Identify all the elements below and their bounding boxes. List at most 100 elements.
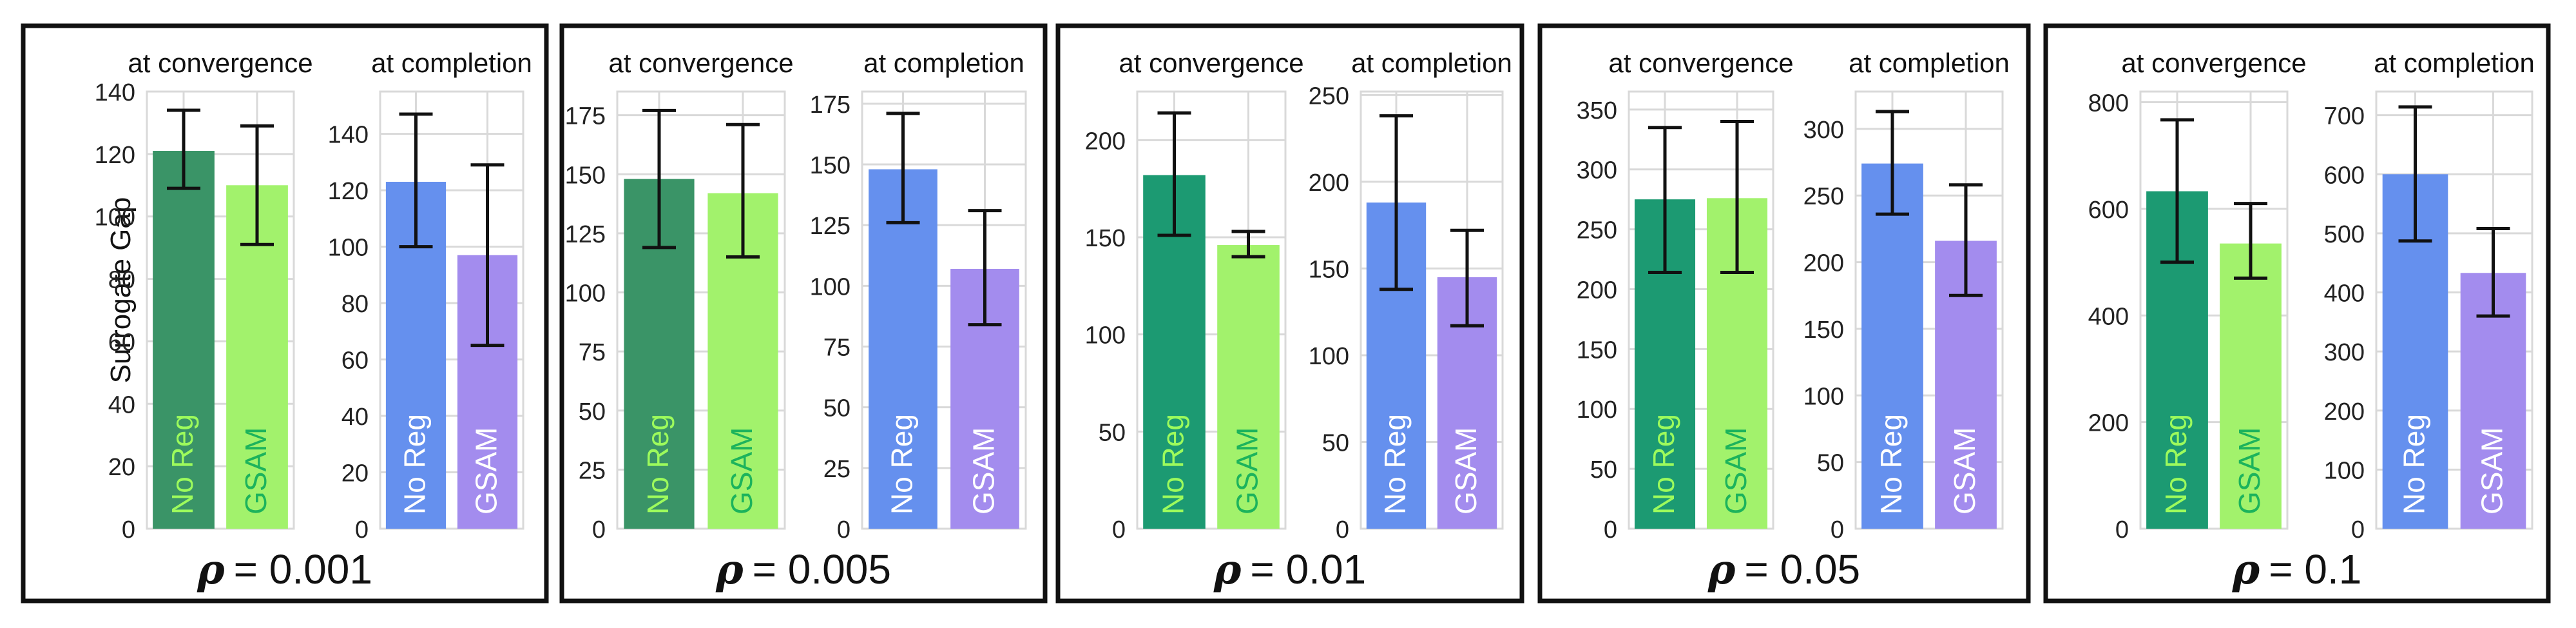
y-tick-label: 150 <box>1577 337 1617 364</box>
convergence-title: at convergence <box>1119 48 1303 78</box>
y-tick-label: 120 <box>95 142 135 169</box>
convergence-subplot: at convergence 0 25 50 75 100 125 150 175 No Reg G… <box>565 48 794 544</box>
y-tick-label: 800 <box>2088 90 2129 117</box>
rho-symbol: ρ <box>1213 545 1242 594</box>
y-tick-label: 200 <box>1577 277 1617 304</box>
completion-title: at completion <box>371 48 532 78</box>
y-tick-label: 50 <box>579 398 606 426</box>
bar-label: No Reg <box>2159 414 2193 515</box>
y-tick-label: 0 <box>837 516 851 544</box>
convergence-subplot: at convergence 0 200 400 600 800 No Reg GSAM <box>2088 48 2307 544</box>
y-tick-label: 100 <box>1085 322 1126 349</box>
y-tick-label: 100 <box>810 273 851 300</box>
bar-label: GSAM <box>967 427 1001 515</box>
rho-caption: ρ = 0.001 <box>197 545 372 594</box>
y-tick-label: 20 <box>341 460 369 487</box>
bar-label: GSAM <box>1231 427 1264 515</box>
plot-border <box>1854 90 2004 530</box>
plot-border <box>2375 90 2533 530</box>
panel-frame <box>559 23 1048 603</box>
bar-label: No Reg <box>1874 414 1908 515</box>
y-tick-label: 25 <box>823 456 851 483</box>
panel-frame <box>2043 23 2551 603</box>
rho-symbol: ρ <box>197 545 225 594</box>
rho-value: = 0.05 <box>1744 546 1860 593</box>
completion-subplot: at completion 0 50 100 150 200 250 300 No Reg GSA… <box>1803 48 2010 544</box>
plot-border <box>616 90 786 530</box>
y-tick-label: 25 <box>579 457 606 484</box>
rho-caption: ρ = 0.05 <box>1707 545 1860 594</box>
bar-label: GSAM <box>1719 427 1753 515</box>
y-tick-label: 100 <box>1577 397 1617 424</box>
y-tick-label: 0 <box>2351 516 2365 544</box>
bar-label: No Reg <box>641 414 675 515</box>
bar-label: GSAM <box>1449 427 1483 515</box>
rho-value: = 0.001 <box>234 546 372 593</box>
plot-border <box>379 90 524 530</box>
y-tick-label: 250 <box>1577 217 1617 244</box>
y-tick-label: 350 <box>1577 97 1617 124</box>
y-tick-label: 50 <box>1099 419 1126 446</box>
rho-symbol: ρ <box>1707 545 1736 594</box>
y-tick-label: 700 <box>2324 103 2365 130</box>
bar-gsam <box>2220 243 2282 529</box>
bar-no-reg <box>153 151 215 529</box>
y-tick-label: 150 <box>810 152 851 179</box>
y-tick-label: 300 <box>1577 157 1617 184</box>
bar-label: GSAM <box>725 427 758 515</box>
completion-title: at completion <box>2374 48 2535 78</box>
plot-border <box>861 90 1027 530</box>
y-tick-label: 0 <box>1336 516 1349 544</box>
y-tick-label: 0 <box>1112 516 1126 544</box>
y-tick-label: 0 <box>592 516 606 544</box>
y-tick-label: 250 <box>1803 183 1844 210</box>
rho-value: = 0.1 <box>2269 546 2361 593</box>
panel-frame <box>1537 23 2031 603</box>
convergence-title: at convergence <box>128 48 312 78</box>
bar-gsam <box>1217 245 1280 529</box>
convergence-subplot: at convergence 0 50 100 150 200 250 300 350 No Re… <box>1577 48 1794 544</box>
y-tick-label: 200 <box>2324 398 2365 426</box>
y-tick-label: 120 <box>328 178 369 205</box>
y-tick-label: 50 <box>1817 450 1844 477</box>
y-tick-label: 400 <box>2324 280 2365 308</box>
y-tick-label: 125 <box>565 221 606 248</box>
y-tick-label: 400 <box>2088 303 2129 330</box>
y-tick-label: 0 <box>355 516 369 544</box>
bar-label: GSAM <box>2233 427 2266 515</box>
panel-1: at convergence 0 20 40 60 80 100 120 140 No Reg GS… <box>21 23 549 603</box>
bar-label: No Reg <box>1157 414 1190 515</box>
y-tick-label: 150 <box>1803 317 1844 344</box>
rho-caption: ρ = 0.005 <box>715 545 891 594</box>
convergence-title: at convergence <box>2121 48 2306 78</box>
y-tick-label: 100 <box>95 204 135 231</box>
convergence-title: at convergence <box>608 48 793 78</box>
y-tick-label: 0 <box>2115 516 2129 544</box>
y-tick-label: 250 <box>1309 83 1349 110</box>
rho-symbol: ρ <box>2232 545 2260 594</box>
y-tick-label: 50 <box>1322 429 1349 456</box>
y-tick-label: 75 <box>823 335 851 362</box>
y-tick-label: 0 <box>1604 516 1617 544</box>
y-tick-label: 600 <box>2088 197 2129 224</box>
bar-label: No Reg <box>166 414 199 515</box>
panel-frame <box>21 23 549 603</box>
y-tick-label: 75 <box>579 339 606 366</box>
bar-label: No Reg <box>885 414 919 515</box>
plot-border <box>2139 90 2289 530</box>
y-tick-label: 500 <box>2324 221 2365 248</box>
y-tick-label: 60 <box>108 329 135 356</box>
panel-4: at convergence 0 50 100 150 200 250 300 350 No Re… <box>1537 23 2031 603</box>
plot-border <box>1360 90 1504 530</box>
y-tick-label: 0 <box>122 516 135 544</box>
y-tick-label: 200 <box>1309 170 1349 197</box>
bar-label: GSAM <box>1948 427 1981 515</box>
plot-border <box>1628 90 1774 530</box>
bar-no-reg <box>869 169 937 529</box>
bar-label: GSAM <box>239 427 273 515</box>
y-tick-label: 140 <box>95 79 135 106</box>
y-tick-label: 175 <box>565 103 606 130</box>
y-tick-label: 125 <box>810 213 851 240</box>
